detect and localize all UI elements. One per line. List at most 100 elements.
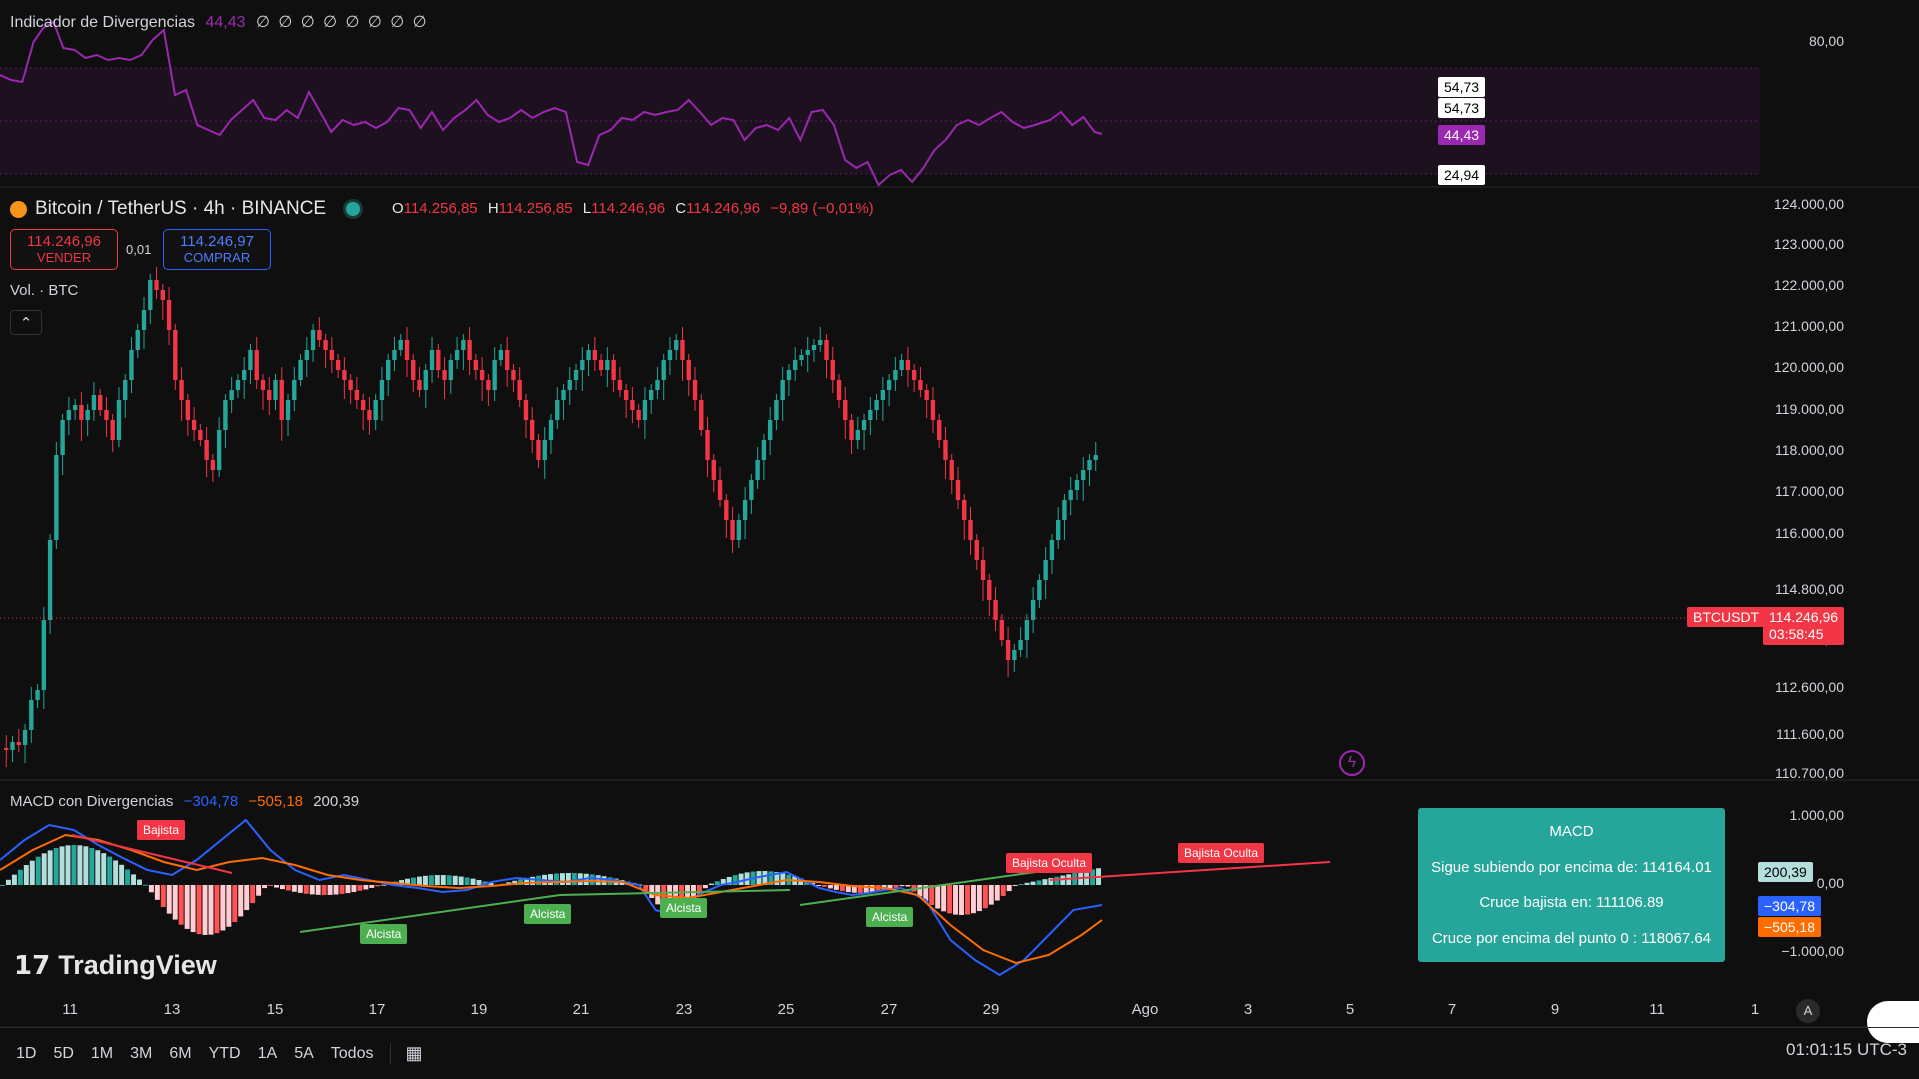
timeframe-1d[interactable]: 1D [16,1044,37,1062]
candle-body [824,340,829,360]
macd-histogram-bar [202,885,208,935]
macd-histogram-bar [256,885,262,896]
macd-histogram-bar [23,865,29,885]
oscillator-price-tag: 54,73 [1438,98,1486,118]
candle-body [561,390,566,400]
candle-body [473,360,479,370]
divergence-line [799,869,1051,906]
symbol-header[interactable]: Bitcoin / TetherUS · 4h · BINANCE [10,198,361,220]
macd-histogram-bar [416,876,422,885]
date-axis-label: Ago [1131,1001,1159,1018]
candle-body [317,330,322,340]
timeframe-1a[interactable]: 1A [257,1044,278,1062]
candle-body [962,500,967,520]
bar-countdown: 03:58:45 [1769,626,1824,642]
candle-body [254,350,259,380]
candle-body [22,730,28,745]
macd-histogram-bar [250,885,256,904]
macd-histogram-bar [923,885,929,901]
macd-histogram-bar [714,881,720,885]
timeframe-5a[interactable]: 5A [294,1044,314,1062]
sell-button[interactable]: 114.246,96 VENDER [10,229,118,270]
candle-body [661,360,666,380]
macd-histogram-bar [226,885,232,927]
market-status-icon[interactable] [346,202,361,216]
macd-histogram-bar [464,877,470,885]
divergence-label: Bajista Oculta [1006,853,1093,873]
candle-body [91,395,97,410]
macd-histogram-bar [83,846,89,885]
calendar-range-icon[interactable]: ▦ [390,1043,422,1064]
timeframe-5d[interactable]: 5D [53,1044,74,1062]
macd-histogram-bar [470,878,476,885]
macd-histogram-bar [268,885,274,886]
buy-button[interactable]: 114.246,97 COMPRAR [163,229,271,270]
candle-body [116,400,122,440]
macd-histogram-bar [863,885,869,893]
collapse-indicators-button[interactable]: ⌃ [10,310,42,335]
timeframe-6m[interactable]: 6M [169,1044,192,1062]
timeframe-ytd[interactable]: YTD [208,1044,241,1062]
timeframe-1m[interactable]: 1M [90,1044,114,1062]
candle-body [1055,520,1061,540]
macd-histogram-bar [131,874,137,885]
sell-label: VENDER [36,250,92,265]
high-value: 114.256,85 [498,200,573,217]
clock[interactable]: 01:01:15 UTC-3 [1786,1040,1907,1059]
date-axis-label: 9 [1550,1001,1560,1018]
macd-title-bar[interactable]: MACD con Divergencias −304,78 −505,18 20… [10,793,359,810]
candle-body [555,400,560,420]
candle-body [849,420,854,440]
macd-histogram-bar [321,885,327,895]
candle-body [730,520,735,540]
macd-histogram-bar [643,885,649,891]
macd-histogram-bar [899,885,905,887]
candle-body [523,400,529,420]
candle-body [1024,620,1030,640]
macd-histogram-bar [685,885,690,908]
price-axis-label: 116.000,00 [1774,525,1844,541]
auto-scale-button[interactable]: A [1796,999,1820,1023]
macd-histogram-bar [548,874,553,885]
symbol-name[interactable]: Bitcoin / TetherUS · 4h · BINANCE [35,198,327,219]
macd-histogram-bar [190,885,196,933]
volume-label[interactable]: Vol. · BTC [10,282,79,299]
macd-histogram-bar [363,885,369,890]
price-axis-label: 111.600,00 [1776,726,1844,742]
timeframe-todos[interactable]: Todos [330,1044,374,1062]
candle-body [135,330,140,350]
candle-body [404,340,410,360]
macd-histogram-bar [214,885,220,934]
low-value: 114.246,96 [591,200,666,217]
candle-body [598,360,604,370]
macd-histogram-bar [262,885,268,889]
last-price-tag: 114.246,96 03:58:45 [1763,607,1845,645]
price-axis-label: 122.000,00 [1773,277,1844,293]
macd-axis-label: 0,00 [1816,875,1844,891]
macd-histogram-bar [857,885,863,893]
divergence-line [299,894,561,933]
candle-body [504,350,510,370]
macd-histogram-bar [982,885,988,909]
macd-histogram-bar [154,885,160,900]
assistant-icon[interactable] [1867,1001,1919,1043]
oscillator-title-bar[interactable]: Indicador de Divergencias 44,43 ∅ ∅ ∅ ∅ … [10,12,429,32]
macd-histogram-bar [1012,885,1018,887]
tradingview-logo[interactable]: 𝟭𝟳 TradingView [14,950,217,981]
macd-axis-label: 1.000,00 [1789,807,1845,823]
candle-body [204,440,209,460]
candle-body [16,742,21,745]
candle-body [292,380,297,400]
divergence-label: Alcista [360,924,408,944]
candle-body [955,480,961,500]
macd-histogram-bar [148,885,154,893]
candle-body [398,340,403,350]
buy-label: COMPRAR [183,250,251,265]
date-axis-label: 13 [163,1001,181,1018]
lightning-icon[interactable]: ϟ [1339,750,1365,776]
price-axis-label: 112.600,00 [1774,679,1844,695]
macd-histogram-bar [518,879,524,885]
timeframe-3m[interactable]: 3M [130,1044,153,1062]
candle-body [260,380,266,390]
